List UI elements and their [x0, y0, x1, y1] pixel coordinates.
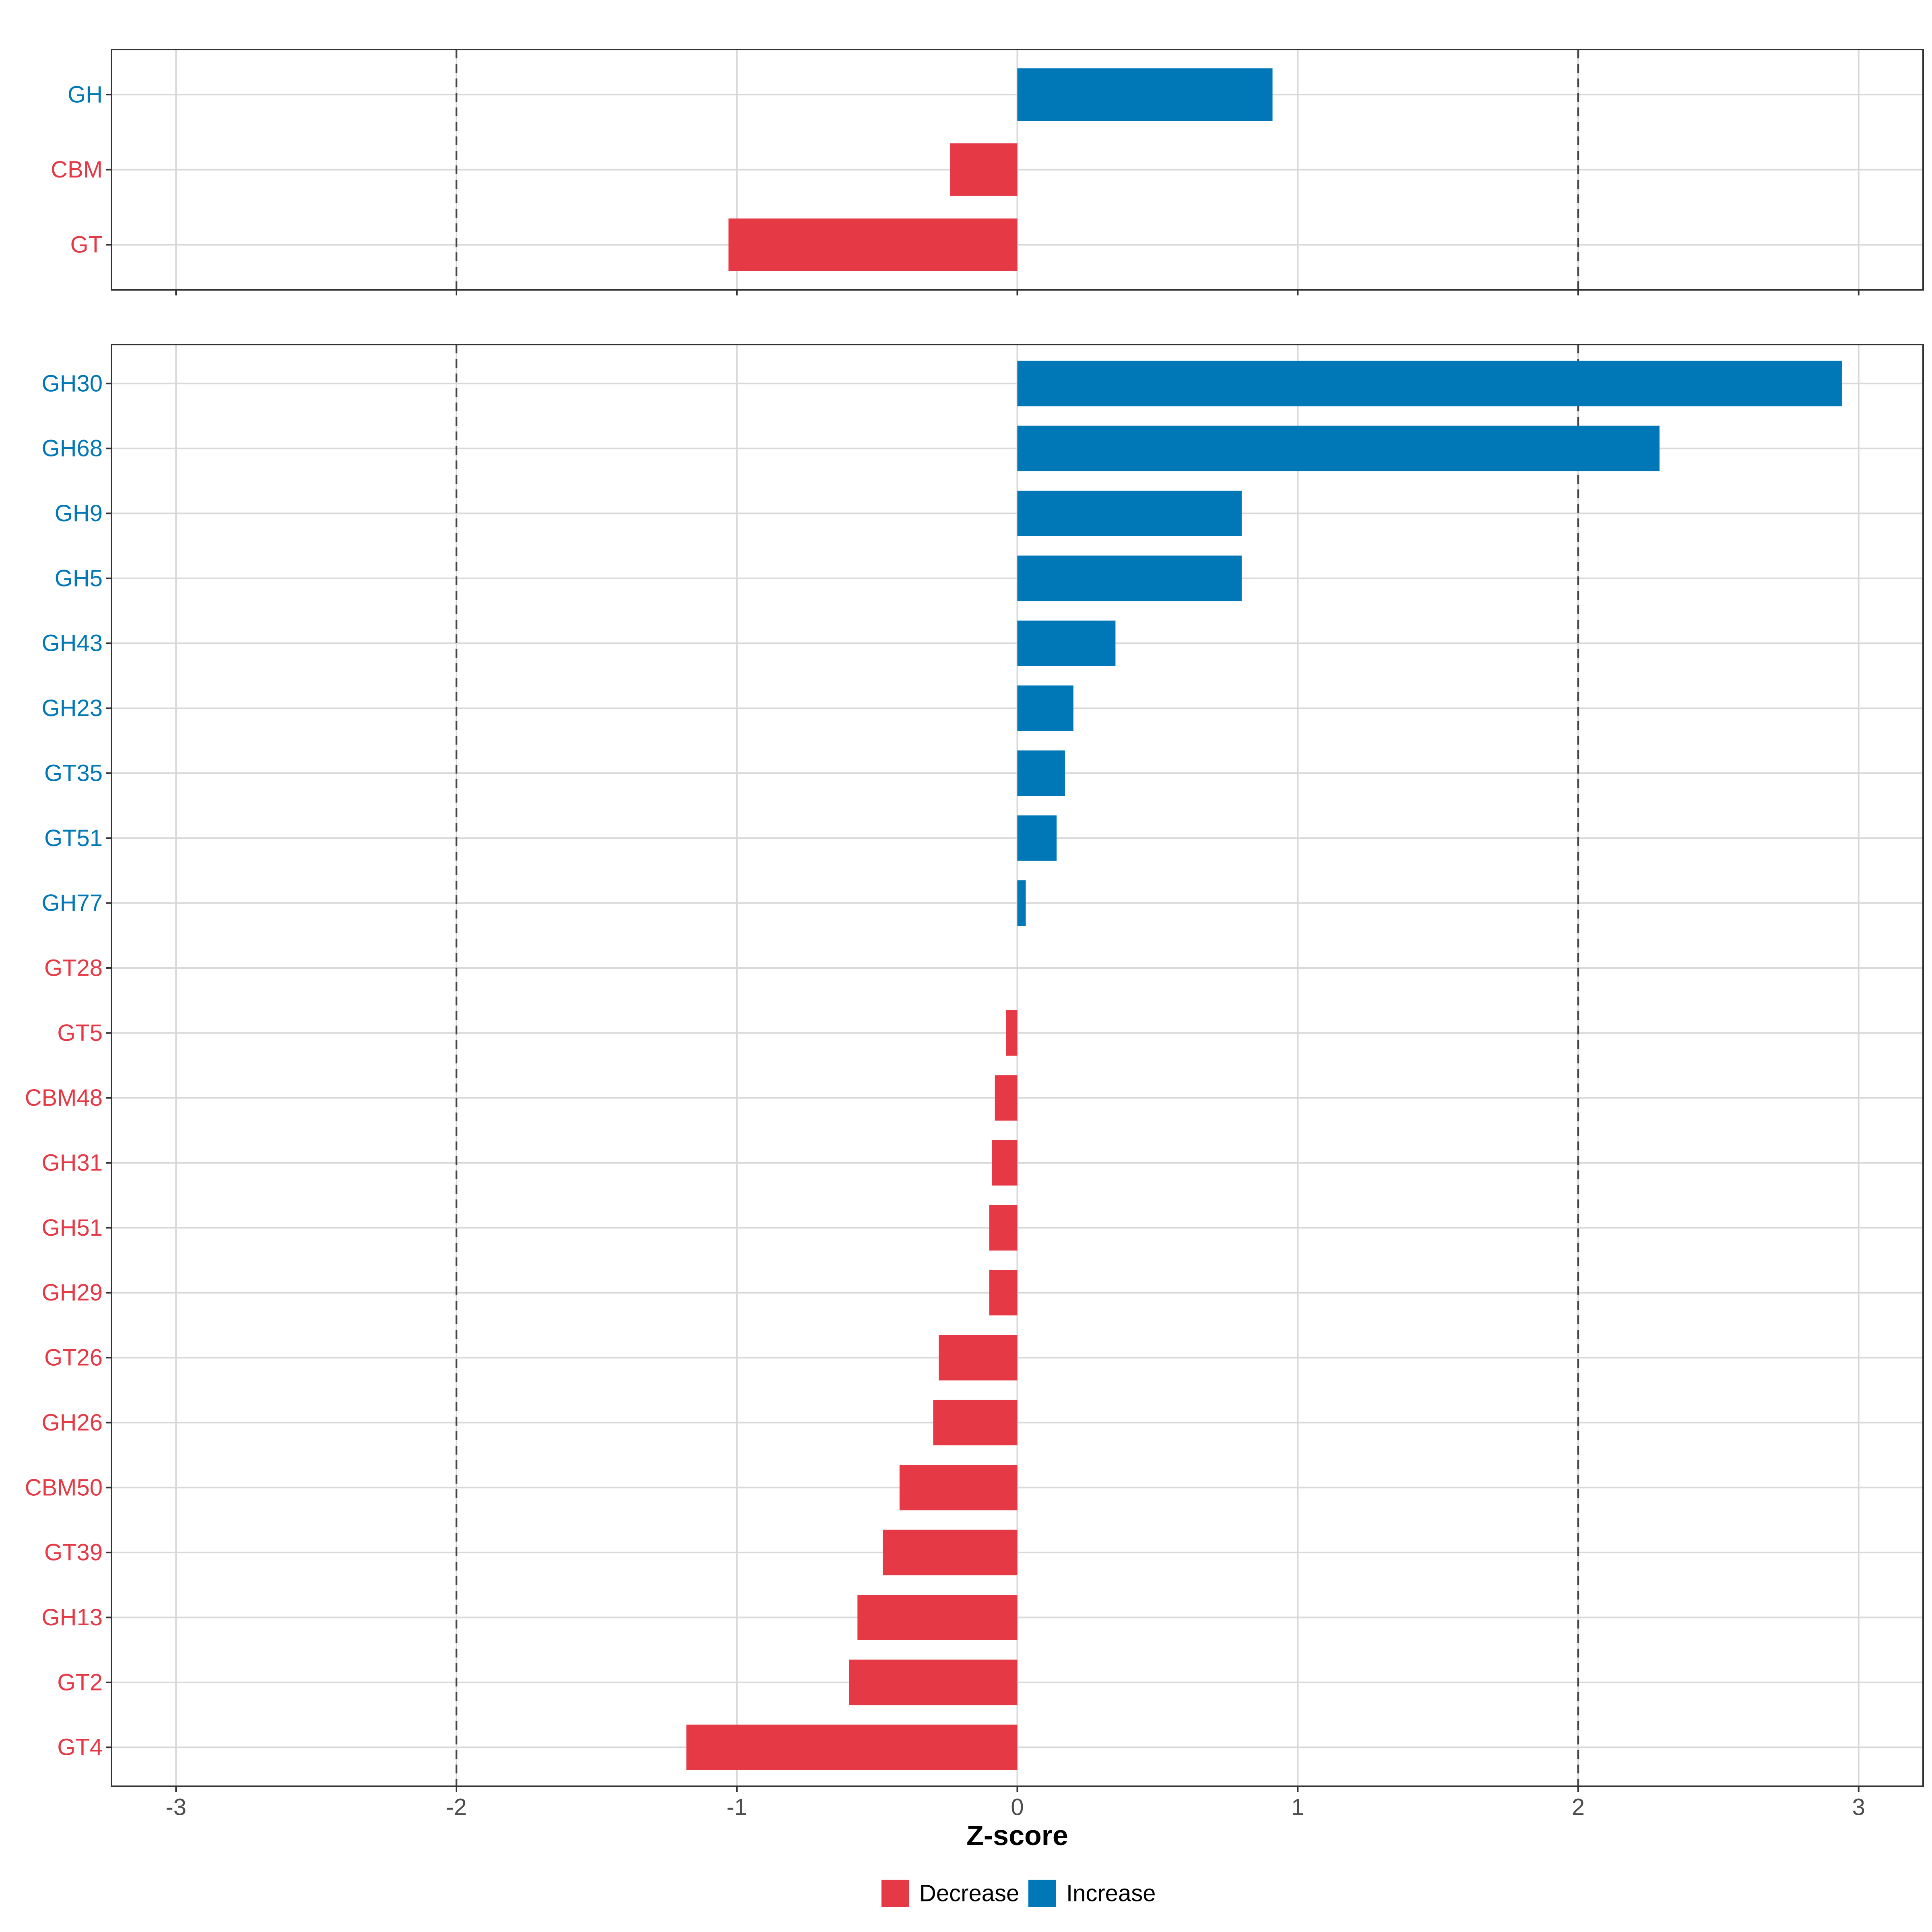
y-tick-label: GH23 — [41, 695, 103, 721]
x-axis-title: Z-score — [966, 1820, 1068, 1851]
y-tick-label: GH51 — [41, 1215, 103, 1241]
bar-gt2 — [849, 1660, 1018, 1705]
bar-gh23 — [1017, 685, 1073, 731]
bar-gt — [728, 218, 1018, 271]
y-tick-label: GH5 — [55, 565, 103, 591]
y-tick-label: GT28 — [44, 955, 103, 981]
y-tick-label: GH31 — [41, 1150, 103, 1176]
bar-gh — [1017, 68, 1273, 121]
y-tick-label: GH68 — [41, 436, 103, 462]
y-tick-label: GT2 — [57, 1669, 103, 1695]
bar-gh13 — [857, 1595, 1018, 1640]
x-tick-label: 2 — [1572, 1794, 1585, 1821]
legend-label-decrease: Decrease — [919, 1880, 1019, 1907]
y-tick-label: GH — [68, 81, 103, 107]
y-tick-label: GH13 — [41, 1604, 103, 1631]
bar-gh51 — [989, 1205, 1018, 1251]
y-tick-label: GT5 — [57, 1020, 103, 1046]
bar-gh9 — [1017, 491, 1242, 536]
bar-gt26 — [939, 1335, 1018, 1381]
legend-key-increase — [1028, 1880, 1056, 1907]
bar-gh68 — [1017, 425, 1660, 471]
bar-gt39 — [883, 1530, 1018, 1575]
bar-gh77 — [1017, 880, 1026, 926]
x-tick-label: -1 — [727, 1794, 747, 1821]
x-tick-label: -3 — [165, 1794, 186, 1821]
legend-label-increase: Increase — [1066, 1880, 1156, 1907]
panel-family: GH30GH68GH9GH5GH43GH23GT35GT51GH77GT28GT… — [25, 344, 1924, 1821]
y-tick-label: CBM — [51, 157, 103, 183]
x-tick-label: 3 — [1852, 1794, 1865, 1821]
y-tick-label: GH9 — [55, 500, 103, 526]
bar-cbm48 — [995, 1075, 1018, 1121]
y-tick-label: GH26 — [41, 1410, 103, 1436]
bar-gt4 — [686, 1724, 1018, 1770]
y-tick-label: GT39 — [44, 1540, 103, 1566]
y-tick-label: CBM48 — [25, 1085, 103, 1111]
bar-gh30 — [1017, 361, 1842, 407]
y-tick-label: GH43 — [41, 630, 103, 656]
y-tick-label: GT35 — [44, 760, 103, 786]
bar-gh5 — [1017, 555, 1242, 601]
y-tick-label: GH30 — [41, 370, 103, 396]
bar-cbm50 — [899, 1465, 1018, 1511]
bar-gh31 — [992, 1140, 1018, 1186]
bar-gh26 — [933, 1399, 1018, 1445]
bar-gt35 — [1017, 750, 1065, 796]
bar-gt5 — [1006, 1010, 1018, 1056]
x-tick-label: 0 — [1011, 1794, 1024, 1821]
x-tick-label: -2 — [446, 1794, 467, 1821]
y-tick-label: GT51 — [44, 825, 103, 851]
y-tick-label: GT — [70, 232, 103, 258]
y-tick-label: GH77 — [41, 890, 103, 916]
y-tick-label: GT26 — [44, 1345, 103, 1371]
panel-class: GH CBM GT — [51, 49, 1924, 295]
y-tick-label: CBM50 — [25, 1474, 103, 1501]
y-tick-label: GT4 — [57, 1734, 103, 1761]
legend-key-decrease — [881, 1880, 909, 1907]
bar-gh29 — [989, 1270, 1018, 1316]
y-tick-label: GH29 — [41, 1280, 103, 1306]
bar-gh43 — [1017, 620, 1116, 666]
bar-gt51 — [1017, 815, 1057, 861]
bar-cbm — [950, 143, 1018, 196]
legend: Decrease Increase — [881, 1880, 1156, 1907]
x-tick-label: 1 — [1291, 1794, 1304, 1821]
